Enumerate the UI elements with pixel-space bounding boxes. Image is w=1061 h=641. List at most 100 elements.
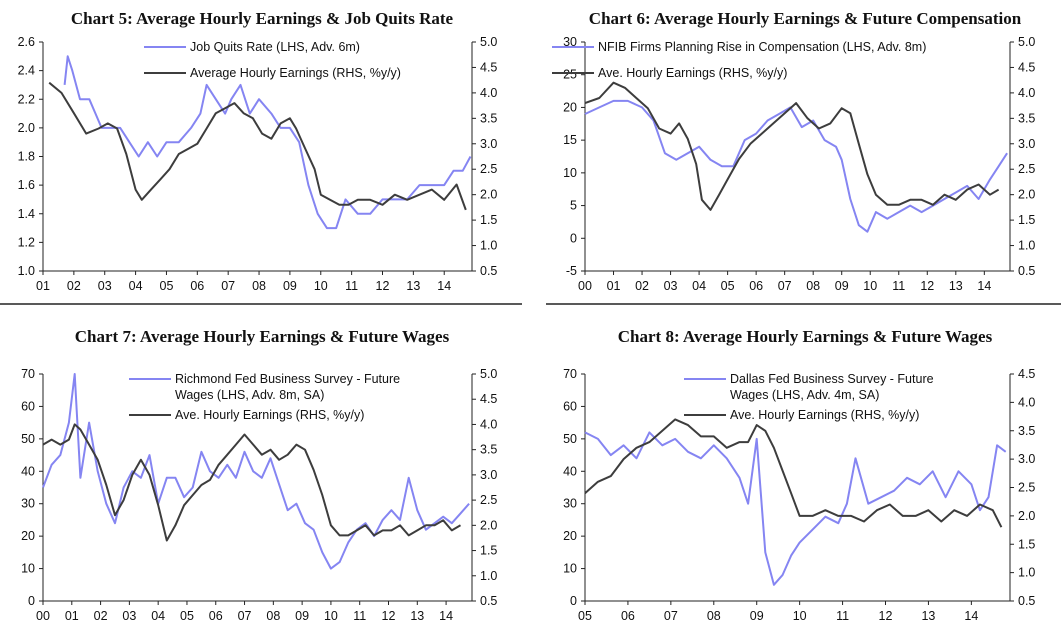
left-tick-label: 60 [21,399,35,413]
chart-7: Chart 7: Average Hourly Earnings & Futur… [21,327,497,623]
right-tick-label: 2.5 [1018,162,1035,176]
left-tick-label: -5 [566,264,577,278]
right-tick-label: 3.0 [1018,452,1035,466]
left-tick-label: 1.8 [18,150,35,164]
right-tick-label: 1.5 [480,544,497,558]
x-tick-label: 06 [209,609,223,623]
x-tick-label: 07 [221,279,235,293]
right-tick-label: 2.5 [480,493,497,507]
right-tick-label: 3.5 [1018,424,1035,438]
x-tick-label: 04 [692,279,706,293]
legend-label: Ave. Hourly Earnings (RHS, %y/y) [730,408,919,422]
chart-title: Chart 6: Average Hourly Earnings & Futur… [589,9,1022,28]
x-tick-label: 13 [406,279,420,293]
x-tick-label: 02 [67,279,81,293]
x-tick-label: 14 [964,609,978,623]
legend: Richmond Fed Business Survey - Future Wag… [129,372,400,422]
x-tick-label: 10 [314,279,328,293]
x-tick-label: 09 [283,279,297,293]
right-tick-label: 2.0 [480,518,497,532]
x-tick-label: 11 [836,609,849,623]
left-tick-label: 1.4 [18,207,35,221]
legend-label-line: Dallas Fed Business Survey - Future [730,372,934,386]
x-tick-label: 14 [439,609,453,623]
x-tick-label: 01 [607,279,621,293]
chart-title: Chart 5: Average Hourly Earnings & Job Q… [71,9,454,28]
series-line-secondary [584,81,1000,211]
x-tick-label: 11 [892,279,905,293]
x-tick-label: 07 [778,279,792,293]
right-tick-label: 0.5 [480,264,497,278]
legend: Dallas Fed Business Survey - Future Wages… [684,372,934,422]
right-tick-label: 4.0 [1018,395,1035,409]
x-tick-label: 10 [863,279,877,293]
left-tick-label: 10 [21,562,35,576]
right-tick-label: 0.5 [1018,264,1035,278]
x-tick-label: 14 [437,279,451,293]
left-tick-label: 50 [563,432,577,446]
x-tick-label: 02 [635,279,649,293]
right-tick-label: 1.5 [480,213,497,227]
left-tick-label: 10 [563,562,577,576]
legend-label: Job Quits Rate (LHS, Adv. 6m) [190,40,360,54]
right-tick-label: 4.5 [1018,367,1035,381]
left-tick-label: 30 [563,35,577,49]
right-tick-label: 2.0 [480,188,497,202]
x-tick-label: 11 [345,279,358,293]
left-tick-label: 0 [570,231,577,245]
x-tick-label: 07 [664,609,678,623]
x-tick-label: 12 [920,279,934,293]
legend-label: Ave. Hourly Earnings (RHS, %y/y) [598,66,787,80]
left-tick-label: 2.2 [18,92,35,106]
left-tick-label: 1.0 [18,264,35,278]
series-line-secondary [42,423,462,542]
x-tick-label: 05 [721,279,735,293]
right-tick-label: 4.0 [1018,86,1035,100]
x-tick-label: 08 [266,609,280,623]
x-tick-label: 08 [806,279,820,293]
x-tick-label: 02 [94,609,108,623]
right-tick-label: 3.5 [1018,111,1035,125]
left-tick-label: 2.6 [18,35,35,49]
right-tick-label: 3.0 [480,137,497,151]
x-tick-label: 01 [36,279,50,293]
right-tick-label: 4.5 [1018,60,1035,74]
right-tick-label: 3.0 [1018,137,1035,151]
left-tick-label: 10 [563,166,577,180]
legend: Job Quits Rate (LHS, Adv. 6m) Average Hou… [144,40,401,80]
x-tick-label: 09 [835,279,849,293]
left-tick-label: 70 [21,367,35,381]
legend-label: Richmond Fed Business Survey - Future Wag… [175,372,400,402]
legend-label: Dallas Fed Business Survey - Future Wages… [730,372,934,402]
left-tick-label: 60 [563,399,577,413]
right-tick-label: 2.5 [1018,481,1035,495]
left-tick-label: 20 [563,100,577,114]
legend-label-line: Richmond Fed Business Survey - Future [175,372,400,386]
left-tick-label: 20 [563,529,577,543]
right-tick-label: 2.5 [480,162,497,176]
right-tick-label: 4.0 [480,86,497,100]
left-tick-label: 1.6 [18,178,35,192]
x-tick-label: 14 [977,279,991,293]
x-tick-label: 05 [578,609,592,623]
series-line-primary [584,431,1007,586]
x-tick-label: 11 [353,609,366,623]
x-tick-label: 03 [122,609,136,623]
series-line-secondary [48,81,467,211]
left-tick-label: 25 [563,68,577,82]
chart-8: Chart 8: Average Hourly Earnings & Futur… [563,327,1035,623]
x-tick-label: 04 [151,609,165,623]
left-tick-label: 50 [21,432,35,446]
x-tick-label: 03 [664,279,678,293]
right-tick-label: 2.0 [1018,509,1035,523]
right-tick-label: 5.0 [1018,35,1035,49]
chart-title: Chart 8: Average Hourly Earnings & Futur… [618,327,993,346]
legend-label: Average Hourly Earnings (RHS, %y/y) [190,66,401,80]
right-tick-label: 1.5 [1018,537,1035,551]
left-tick-label: 0 [28,594,35,608]
x-tick-label: 13 [921,609,935,623]
right-tick-label: 1.0 [480,569,497,583]
x-tick-label: 06 [621,609,635,623]
